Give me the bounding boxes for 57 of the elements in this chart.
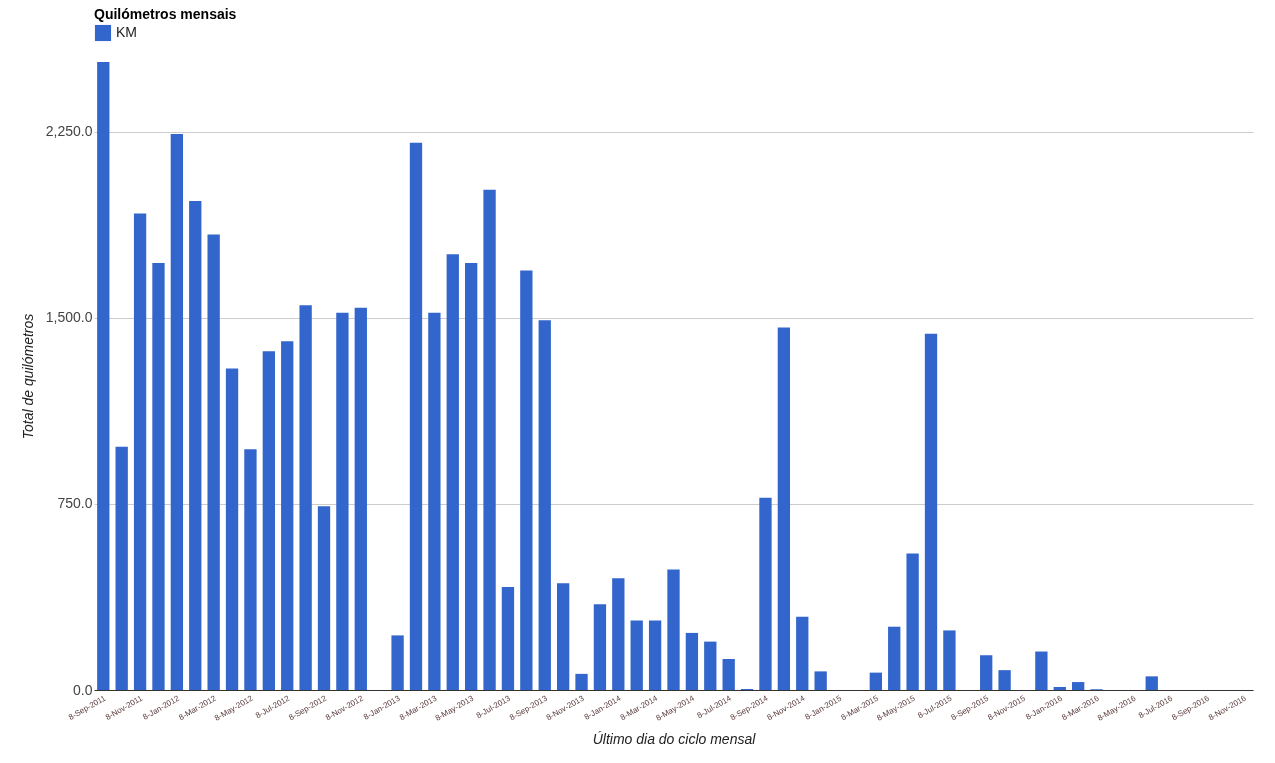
- bar: [667, 569, 680, 690]
- bar: [538, 320, 551, 690]
- bar: [465, 263, 478, 690]
- bar: [648, 620, 662, 690]
- bar: [814, 671, 827, 690]
- y-axis-title: Total de quilómetros: [19, 313, 36, 440]
- bar: [299, 305, 312, 690]
- bar: [446, 254, 459, 690]
- bar: [244, 449, 257, 690]
- bar: [225, 368, 239, 690]
- bar: [501, 586, 515, 690]
- y-tick-label: 2,250.0: [45, 123, 93, 139]
- bar: [777, 327, 791, 690]
- bar: [796, 616, 809, 690]
- y-tick-label: 0.0: [73, 681, 93, 698]
- chart-title: Quilómetros mensais: [94, 6, 237, 22]
- bar: [980, 655, 993, 690]
- bar: [685, 632, 699, 690]
- bar: [943, 630, 956, 690]
- bar: [924, 333, 938, 690]
- bar: [1035, 651, 1048, 690]
- bar: [888, 626, 901, 690]
- bar: [281, 341, 294, 690]
- bar: [612, 578, 625, 690]
- bar: [575, 673, 588, 690]
- bar: [556, 583, 570, 690]
- bar: [133, 213, 147, 690]
- x-axis-title: Último dia do ciclo mensal: [592, 730, 757, 747]
- bar: [115, 446, 128, 690]
- bar: [428, 312, 441, 690]
- bar: [317, 506, 331, 690]
- bar: [906, 553, 919, 690]
- bar: [262, 351, 275, 690]
- bar: [391, 635, 404, 690]
- bar: [520, 270, 533, 690]
- bar: [1145, 676, 1158, 690]
- bar: [207, 234, 220, 690]
- bar: [759, 497, 772, 690]
- y-tick-label: 750.0: [57, 495, 93, 512]
- legend-label: KM: [116, 24, 137, 40]
- bar: [97, 62, 110, 690]
- bar: [1053, 687, 1066, 690]
- bar: [630, 620, 643, 690]
- bar: [593, 604, 607, 690]
- bar: [170, 133, 184, 690]
- bar: [409, 142, 423, 690]
- bar: [483, 189, 496, 690]
- bar: [189, 201, 202, 690]
- bar: [1072, 682, 1085, 690]
- bar: [354, 307, 367, 690]
- y-tick-label: 1,500.0: [45, 309, 93, 326]
- bar: [704, 641, 717, 690]
- bar: [722, 658, 735, 690]
- bar: [869, 672, 882, 690]
- bar: [152, 263, 165, 690]
- bar: [998, 670, 1011, 690]
- bar: [336, 312, 349, 690]
